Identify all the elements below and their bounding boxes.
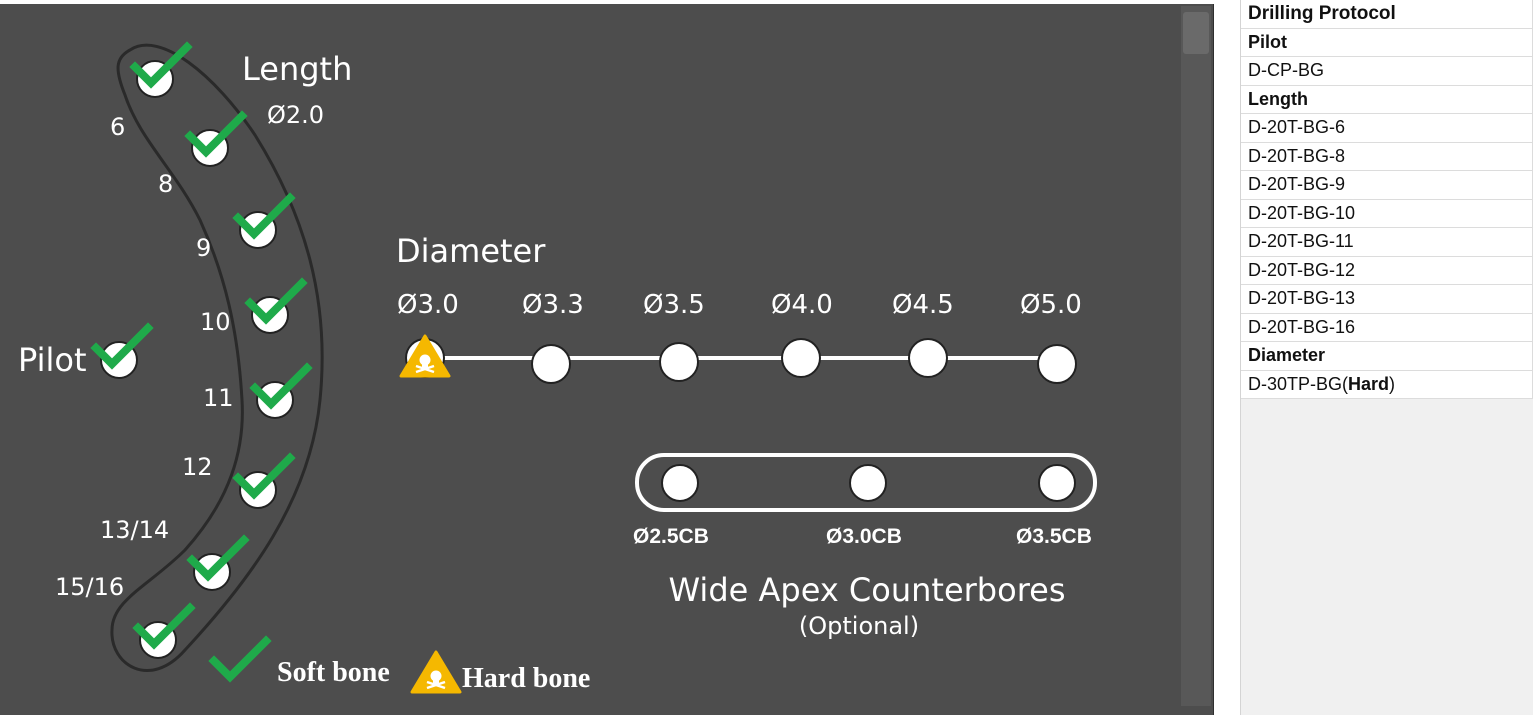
sheet-row: Drilling Protocol bbox=[1241, 0, 1533, 29]
diameter-title: Diameter bbox=[396, 232, 546, 270]
length-diameter-label: Ø2.0 bbox=[267, 101, 324, 129]
diameter-step-label: Ø3.3 bbox=[522, 290, 584, 320]
length-title: Length bbox=[242, 50, 352, 88]
sheet-row: D-20T-BG-9 bbox=[1241, 170, 1533, 200]
length-step-label: 6 bbox=[110, 113, 125, 141]
counterbore-subtitle: (Optional) bbox=[799, 612, 919, 640]
sheet-row: D-20T-BG-10 bbox=[1241, 199, 1533, 228]
diameter-node-2[interactable] bbox=[659, 342, 699, 382]
length-step-label: 12 bbox=[182, 453, 213, 481]
legend-hard-bone: Hard bone bbox=[462, 663, 590, 694]
warning-skull-icon bbox=[410, 650, 462, 694]
counterbore-step-label: Ø2.5CB bbox=[633, 525, 709, 548]
panel-divider bbox=[1213, 4, 1214, 715]
sheet-row: D-30TP-BG(Hard) bbox=[1241, 370, 1533, 399]
drilling-diagram: 6 8 9 10 11 12 13/14 15/16 Length Ø2.0 Pilot Di… bbox=[18, 0, 1097, 694]
legend-soft-bone: Soft bone bbox=[277, 657, 390, 688]
sheet-row: D-20T-BG-11 bbox=[1241, 227, 1533, 257]
sheet-cell[interactable]: Length bbox=[1241, 85, 1533, 114]
counterbore-step-label: Ø3.5CB bbox=[1016, 525, 1092, 548]
sheet-cell[interactable]: D-20T-BG-9 bbox=[1241, 170, 1533, 200]
sheet-row: Length bbox=[1241, 85, 1533, 114]
length-step-label: 8 bbox=[158, 170, 173, 198]
length-step-label: 13/14 bbox=[100, 516, 169, 544]
protocol-table: Drilling Protocol Pilot D-CP-BG Length D-20T… bbox=[1241, 0, 1533, 399]
sheet-row: D-20T-BG-12 bbox=[1241, 256, 1533, 285]
sheet-row: D-CP-BG bbox=[1241, 56, 1533, 86]
counterbore-track bbox=[635, 453, 1097, 512]
length-nodes: 6 8 9 10 11 12 13/14 15/16 bbox=[55, 47, 307, 659]
sheet-cell[interactable]: D-20T-BG-10 bbox=[1241, 199, 1533, 228]
diameter-node-1[interactable] bbox=[531, 344, 571, 384]
counterbore-nodes: Ø2.5CB Ø3.0CB Ø3.5CB bbox=[633, 464, 1092, 548]
sheet-cell[interactable]: Drilling Protocol bbox=[1241, 0, 1533, 29]
counterbore-node-1[interactable] bbox=[849, 464, 887, 502]
diameter-node-5[interactable] bbox=[1037, 344, 1077, 384]
length-step-label: 10 bbox=[200, 308, 231, 336]
sheet-cell[interactable]: D-CP-BG bbox=[1241, 56, 1533, 86]
sheet-cell[interactable]: Pilot bbox=[1241, 28, 1533, 57]
vertical-scrollbar[interactable] bbox=[1181, 6, 1211, 706]
counterbore-title: Wide Apex Counterbores bbox=[668, 571, 1065, 609]
pilot-label: Pilot bbox=[18, 341, 87, 379]
diameter-step-label: Ø3.0 bbox=[397, 290, 459, 320]
sheet-row: D-20T-BG-6 bbox=[1241, 113, 1533, 143]
protocol-spreadsheet: Drilling Protocol Pilot D-CP-BG Length D-20T… bbox=[1240, 0, 1533, 715]
diameter-step-label: Ø3.5 bbox=[643, 290, 705, 320]
diameter-node-3[interactable] bbox=[781, 338, 821, 378]
check-icon bbox=[214, 641, 266, 677]
sheet-cell[interactable]: D-20T-BG-16 bbox=[1241, 313, 1533, 342]
diameter-step-label: Ø4.5 bbox=[892, 290, 954, 320]
sheet-row: D-20T-BG-8 bbox=[1241, 142, 1533, 171]
cell-text: ) bbox=[1389, 373, 1396, 394]
counterbore-node-2[interactable] bbox=[1038, 464, 1076, 502]
sheet-row: D-20T-BG-16 bbox=[1241, 313, 1533, 342]
counterbore-step-label: Ø3.0CB bbox=[826, 525, 902, 548]
diameter-nodes: Ø3.0 Ø3.3 Ø3.5 Ø4.0 Ø4.5 Ø5.0 bbox=[397, 290, 1082, 384]
length-step-label: 9 bbox=[196, 234, 211, 262]
sheet-cell[interactable]: D-20T-BG-6 bbox=[1241, 113, 1533, 143]
sheet-row: Diameter bbox=[1241, 341, 1533, 371]
diameter-step-label: Ø4.0 bbox=[771, 290, 833, 320]
sheet-cell[interactable]: D-20T-BG-13 bbox=[1241, 284, 1533, 314]
sheet-row: Pilot bbox=[1241, 28, 1533, 57]
cell-text-bold: Hard bbox=[1348, 373, 1390, 394]
sheet-cell[interactable]: D-20T-BG-11 bbox=[1241, 227, 1533, 257]
diameter-node-4[interactable] bbox=[908, 338, 948, 378]
sheet-cell-diameter-drill[interactable]: D-30TP-BG(Hard) bbox=[1241, 370, 1533, 399]
sheet-cell[interactable]: D-20T-BG-12 bbox=[1241, 256, 1533, 285]
sheet-row: D-20T-BG-13 bbox=[1241, 284, 1533, 314]
cell-text: D-30TP-BG( bbox=[1248, 373, 1349, 394]
diameter-step-label: Ø5.0 bbox=[1020, 290, 1082, 320]
length-track bbox=[110, 43, 324, 672]
sheet-cell[interactable]: D-20T-BG-8 bbox=[1241, 142, 1533, 171]
scrollbar-thumb[interactable] bbox=[1183, 12, 1209, 54]
counterbore-node-0[interactable] bbox=[661, 464, 699, 502]
length-step-label: 15/16 bbox=[55, 573, 124, 601]
sheet-cell[interactable]: Diameter bbox=[1241, 341, 1533, 371]
length-step-label: 11 bbox=[203, 384, 234, 412]
